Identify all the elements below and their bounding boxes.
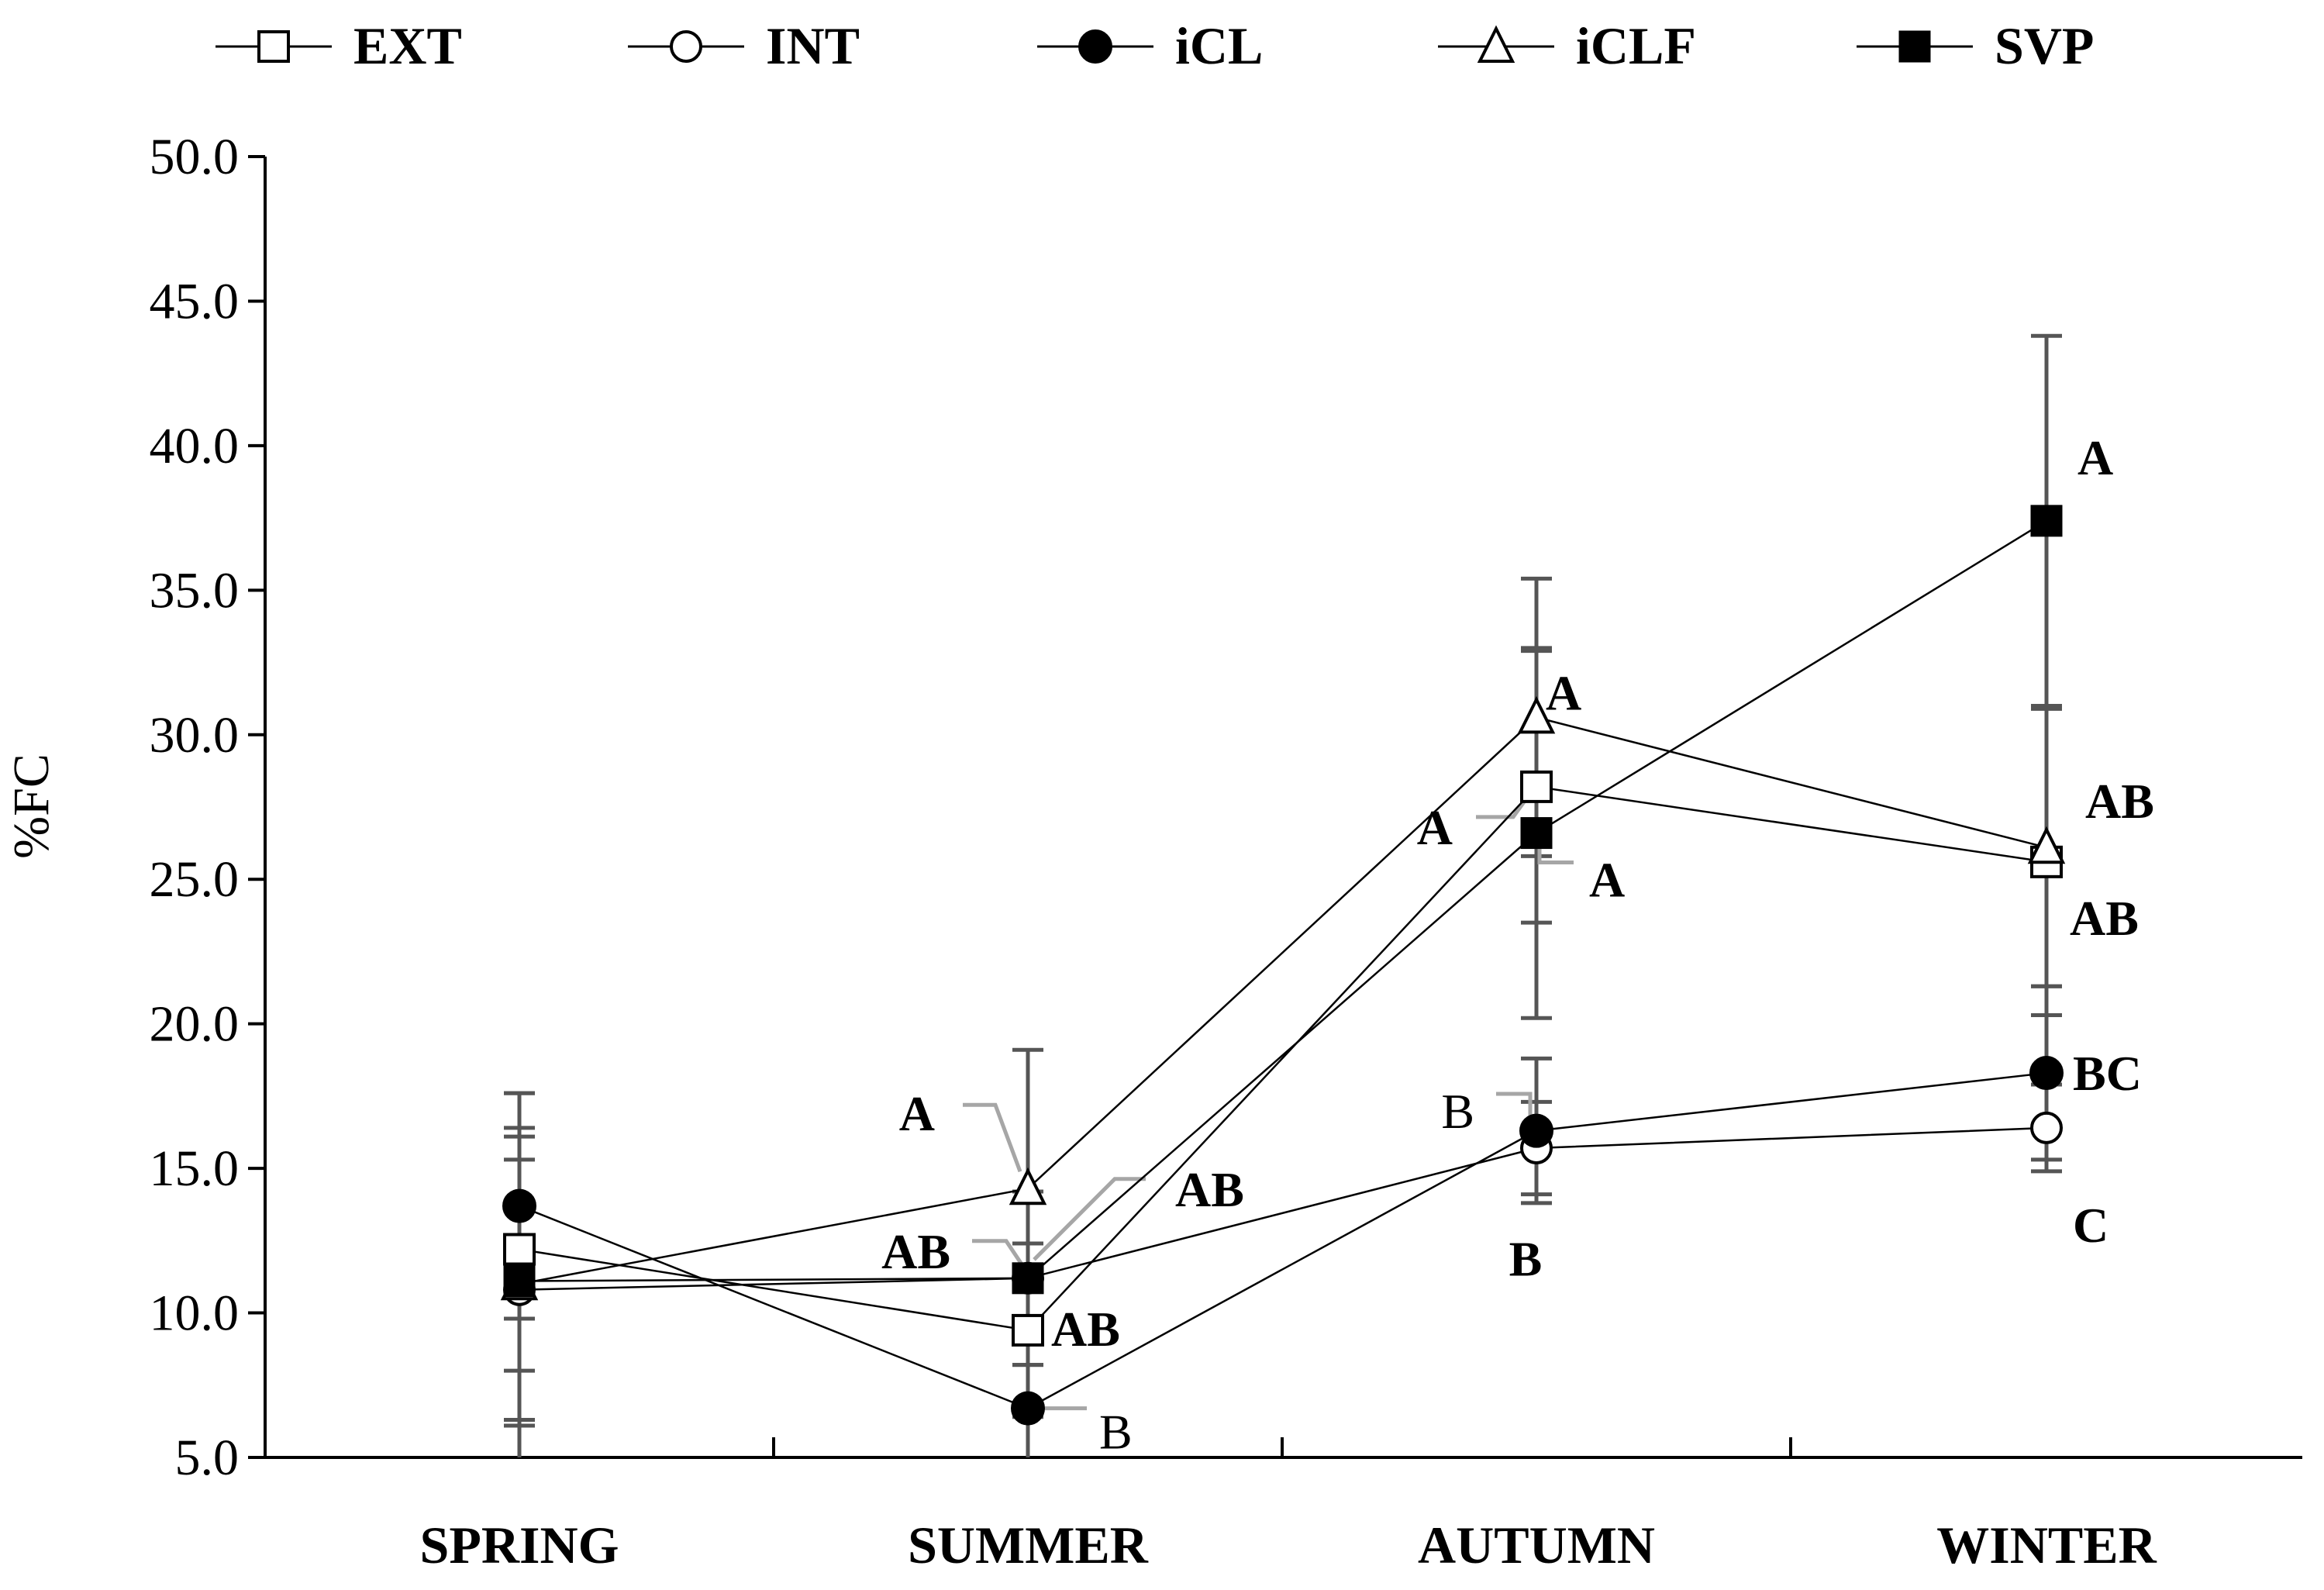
point-svp-spring xyxy=(503,1265,536,1298)
x-category-label-winter: WINTER xyxy=(1936,1516,2157,1574)
legend-marker-iclf xyxy=(1477,25,1515,63)
legend-item-int: INT xyxy=(628,16,860,75)
annotation-leader-summer-int xyxy=(972,1239,1027,1271)
annotation-summer-ext: AB xyxy=(1051,1302,1120,1357)
legend-label-ext: EXT xyxy=(353,16,462,75)
legend-item-ext: EXT xyxy=(216,16,462,75)
annotation-autumn-ext: A xyxy=(1417,800,1453,855)
legend-label-icl: iCL xyxy=(1175,16,1263,75)
y-tick-label-20-0: 20.0 xyxy=(150,996,240,1053)
point-icl-winter xyxy=(2029,1056,2064,1091)
axes: 5.0 10.0 15.0 20.0 25.0 30.0 35.0 40.0 45.0 50.0 S… xyxy=(3,129,2302,1574)
legend-label-int: INT xyxy=(766,16,860,75)
point-iclf-summer xyxy=(1009,1167,1047,1205)
y-tick-label-10-0: 10.0 xyxy=(150,1285,240,1342)
legend-item-svp: SVP xyxy=(1857,16,2094,75)
legend-label-iclf: iCLF xyxy=(1576,16,1696,75)
point-icl-autumn xyxy=(1519,1113,1553,1148)
point-iclf-autumn xyxy=(1517,695,1556,734)
point-icl-spring xyxy=(502,1188,536,1223)
y-tick-label-5-0: 5.0 xyxy=(175,1430,240,1486)
x-category-label-autumn: AUTUMN xyxy=(1418,1516,1655,1574)
point-svp-winter xyxy=(2030,505,2063,537)
annotation-winter-ext: AB xyxy=(2070,891,2139,946)
annotation-autumn-iclf: A xyxy=(1546,665,1581,720)
legend-label-svp: SVP xyxy=(1995,16,2094,75)
y-tick-label-40-0: 40.0 xyxy=(150,418,240,474)
point-int-winter xyxy=(2030,1111,2063,1144)
legend: EXT INT iCL iCLF SVP xyxy=(216,16,2094,75)
annotation-autumn-int: B xyxy=(1441,1084,1474,1139)
series-line-int xyxy=(519,1126,2047,1291)
legend-marker-ext xyxy=(257,30,290,63)
error-bars xyxy=(504,333,2062,1457)
y-tick-label-50-0: 50.0 xyxy=(150,129,240,185)
series-line-iclf xyxy=(519,716,2047,1285)
point-svp-summer xyxy=(1012,1262,1044,1295)
y-tick-label-45-0: 45.0 xyxy=(150,273,240,329)
annotation-summer-svp: AB xyxy=(1175,1162,1244,1217)
y-tick-label-15-0: 15.0 xyxy=(150,1140,240,1197)
x-category-label-summer: SUMMER xyxy=(908,1516,1149,1574)
annotation-winter-icl: BC xyxy=(2073,1046,2142,1101)
y-axis-label: %FC xyxy=(3,754,60,859)
y-tick-label-30-0: 30.0 xyxy=(150,707,240,764)
annotation-summer-icl: B xyxy=(1099,1405,1133,1460)
annotation-summer-int: AB xyxy=(881,1224,950,1279)
point-svp-autumn xyxy=(1520,817,1553,850)
annotation-autumn-icl: B xyxy=(1509,1232,1543,1287)
annotation-leader-summer-iclf xyxy=(963,1102,1022,1173)
annotation-autumn-svp: A xyxy=(1589,853,1625,908)
annotation-winter-svp: A xyxy=(2077,430,2113,485)
annotation-summer-iclf: A xyxy=(899,1086,935,1141)
x-category-label-spring: SPRING xyxy=(420,1516,619,1574)
legend-marker-svp xyxy=(1898,30,1931,63)
point-iclf-winter xyxy=(2027,826,2066,864)
legend-item-icl: iCL xyxy=(1037,16,1263,75)
series-line-icl xyxy=(519,1071,2047,1409)
series-line-svp xyxy=(519,519,2047,1282)
legend-marker-icl xyxy=(1078,29,1112,64)
point-ext-spring xyxy=(503,1233,536,1266)
legend-marker-int xyxy=(670,30,702,63)
annotation-leader-summer-svp xyxy=(1033,1177,1146,1261)
series-line-ext xyxy=(519,785,2047,1332)
series-markers xyxy=(500,505,2066,1426)
legend-item-iclf: iCLF xyxy=(1438,16,1696,75)
point-icl-summer xyxy=(1011,1391,1045,1426)
annotation-winter-int: C xyxy=(2073,1198,2108,1253)
y-tick-label-25-0: 25.0 xyxy=(150,851,240,908)
y-tick-label-35-0: 35.0 xyxy=(150,562,240,619)
series-lines xyxy=(519,519,2047,1409)
point-ext-summer xyxy=(1012,1313,1044,1347)
annotation-winter-iclf: AB xyxy=(2085,774,2154,829)
point-ext-autumn xyxy=(1520,770,1553,803)
